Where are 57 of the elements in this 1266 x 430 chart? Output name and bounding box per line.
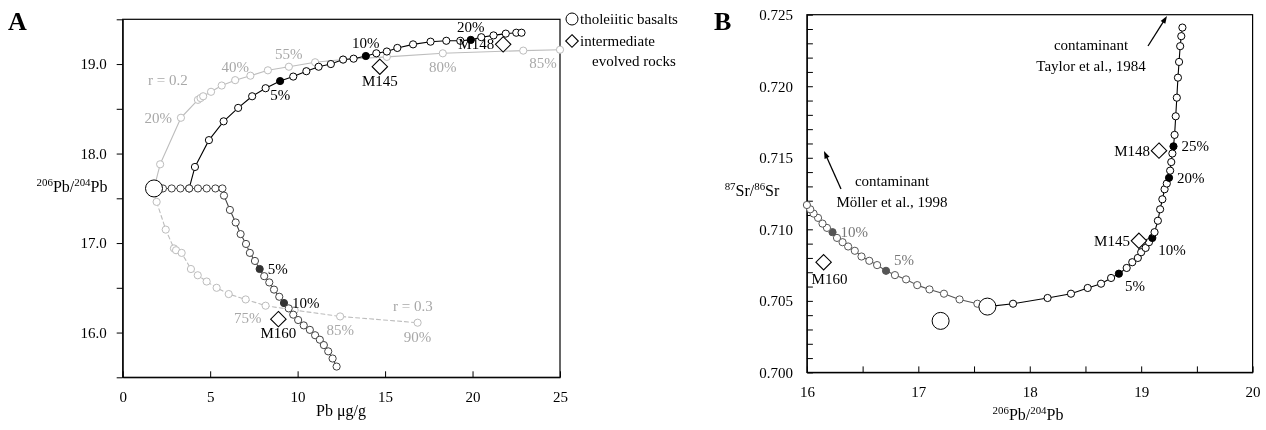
annotation: 20% [144, 109, 172, 126]
x-tick-label: 18 [1022, 384, 1038, 401]
annotation: 5% [894, 251, 915, 268]
annotation: 75% [234, 309, 262, 326]
chart-title: A [8, 7, 27, 36]
annotation: 10% [840, 224, 869, 241]
annotation: 40% [221, 59, 249, 76]
x-tick-label: 20 [1245, 384, 1261, 401]
y-tick-label: 0.710 [759, 221, 793, 238]
annotation: M160 [811, 271, 848, 288]
annotation: 20% [1177, 169, 1205, 186]
y-axis-title: $^{206}$Pb/$^{204}$Pb [36, 176, 108, 195]
annotation: 85% [326, 322, 354, 339]
y-tick-label: 0.715 [759, 150, 793, 167]
y-tick-label: 19.0 [80, 56, 107, 73]
x-tick-label: 10 [290, 388, 306, 405]
annotation: 10% [291, 295, 320, 312]
x-tick-label: 19 [1134, 384, 1150, 401]
annotation: 5% [1124, 277, 1145, 294]
x-tick-label: 16 [799, 384, 816, 401]
legend-label: intermediate evolved rocks [580, 33, 676, 69]
x-axis-title: $^{206}$Pb/$^{204}$Pb [992, 404, 1064, 423]
annotation: 10% [352, 34, 380, 51]
y-tick-label: 0.725 [759, 7, 793, 23]
x-tick-label: 5 [206, 388, 215, 405]
annotation: 90% [403, 328, 432, 345]
y-tick-label: 18.0 [80, 145, 107, 162]
legend-label: tholeiitic basalts [580, 11, 679, 27]
x-tick-label: 15 [378, 388, 394, 405]
annotation: contaminant Möller et al., 1998 [836, 173, 948, 210]
y-tick-label: 16.0 [80, 324, 107, 341]
annotation: 5% [270, 87, 291, 104]
annotation: 10% [1158, 241, 1186, 258]
y-tick-label: 0.700 [759, 364, 793, 381]
annotation: contaminant Taylor et al., 1984 [1036, 37, 1147, 74]
annotation: 25% [1181, 138, 1209, 155]
annotation: M145 [1094, 232, 1130, 249]
annotation: 20% [457, 18, 485, 35]
annotation: 85% [529, 54, 557, 71]
annotation: M148 [1114, 142, 1150, 159]
annotation: 80% [429, 59, 457, 76]
annotation: M145 [361, 72, 398, 89]
annotation: M160 [260, 325, 297, 342]
y-axis-title: $^{87}$Sr/$^{86}$Sr [724, 180, 780, 199]
x-tick-label: 20 [465, 388, 481, 405]
annotation: 5% [267, 261, 288, 278]
y-tick-label: 0.720 [759, 78, 793, 95]
x-tick-label: 17 [911, 384, 927, 401]
x-axis-title: Pb μg/g [316, 402, 366, 420]
annotation: 55% [275, 45, 303, 62]
annotation: r = 0.2 [148, 72, 188, 88]
annotation: r = 0.3 [393, 298, 433, 314]
x-tick-label: 0 [119, 388, 127, 405]
y-tick-label: 17.0 [80, 235, 107, 252]
x-tick-label: 25 [553, 388, 568, 405]
y-tick-label: 0.705 [759, 293, 793, 310]
chart-title: B [714, 7, 732, 36]
